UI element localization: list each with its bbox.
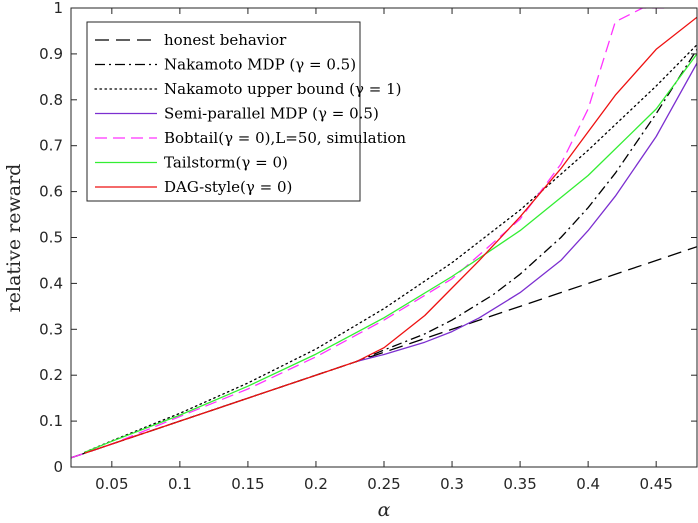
series-line-4 <box>71 8 670 459</box>
legend-label-4: Bobtail(γ = 0),L=50, simulation <box>164 129 406 147</box>
legend-label-5: Tailstorm(γ = 0) <box>164 154 288 172</box>
x-tick-label: 0.4 <box>576 475 600 493</box>
x-tick-label: 0.3 <box>440 475 464 493</box>
y-tick-label: 0.1 <box>39 412 63 430</box>
y-tick-label: 0.4 <box>39 274 63 292</box>
y-tick-label: 0.5 <box>39 229 63 247</box>
x-tick-label: 0.2 <box>304 475 328 493</box>
legend-label-3: Semi-parallel MDP (γ = 0.5) <box>164 105 379 123</box>
series-line-1 <box>71 48 697 459</box>
series-line-5 <box>84 53 697 453</box>
y-tick-label: 0.7 <box>39 137 63 155</box>
x-tick-label: 0.05 <box>95 475 128 493</box>
x-tick-label: 0.1 <box>168 475 192 493</box>
series-line-6 <box>84 16 697 454</box>
y-tick-label: 0.8 <box>39 91 63 109</box>
legend-label-0: honest behavior <box>164 31 287 49</box>
legend-label-1: Nakamoto MDP (γ = 0.5) <box>164 56 356 74</box>
y-tick-label: 0.3 <box>39 320 63 338</box>
x-tick-label: 0.25 <box>367 475 400 493</box>
legend-box <box>86 21 361 202</box>
y-tick-label: 0 <box>53 458 63 476</box>
series-layer <box>71 8 697 459</box>
y-tick-label: 0.6 <box>39 183 63 201</box>
series-line-3 <box>356 62 697 363</box>
y-tick-label: 0.9 <box>39 45 63 63</box>
legend-label-6: DAG-style(γ = 0) <box>164 178 292 196</box>
x-tick-label: 0.35 <box>503 475 536 493</box>
legend-label-2: Nakamoto upper bound (γ = 1) <box>164 80 402 98</box>
x-tick-label: 0.45 <box>639 475 672 493</box>
x-tick-label: 0.15 <box>231 475 264 493</box>
y-tick-label: 1 <box>53 0 63 17</box>
legend: honest behavior Nakamoto MDP (γ = 0.5) Nak… <box>86 21 406 202</box>
x-axis-label: α <box>378 499 391 521</box>
tick-layer: 0.05 0.1 0.15 0.2 0.25 0.3 0.35 0.4 0.45 0 0.1 0.2 0… <box>39 0 697 493</box>
y-axis-label: relative reward <box>3 164 25 313</box>
y-tick-label: 0.2 <box>39 366 63 384</box>
